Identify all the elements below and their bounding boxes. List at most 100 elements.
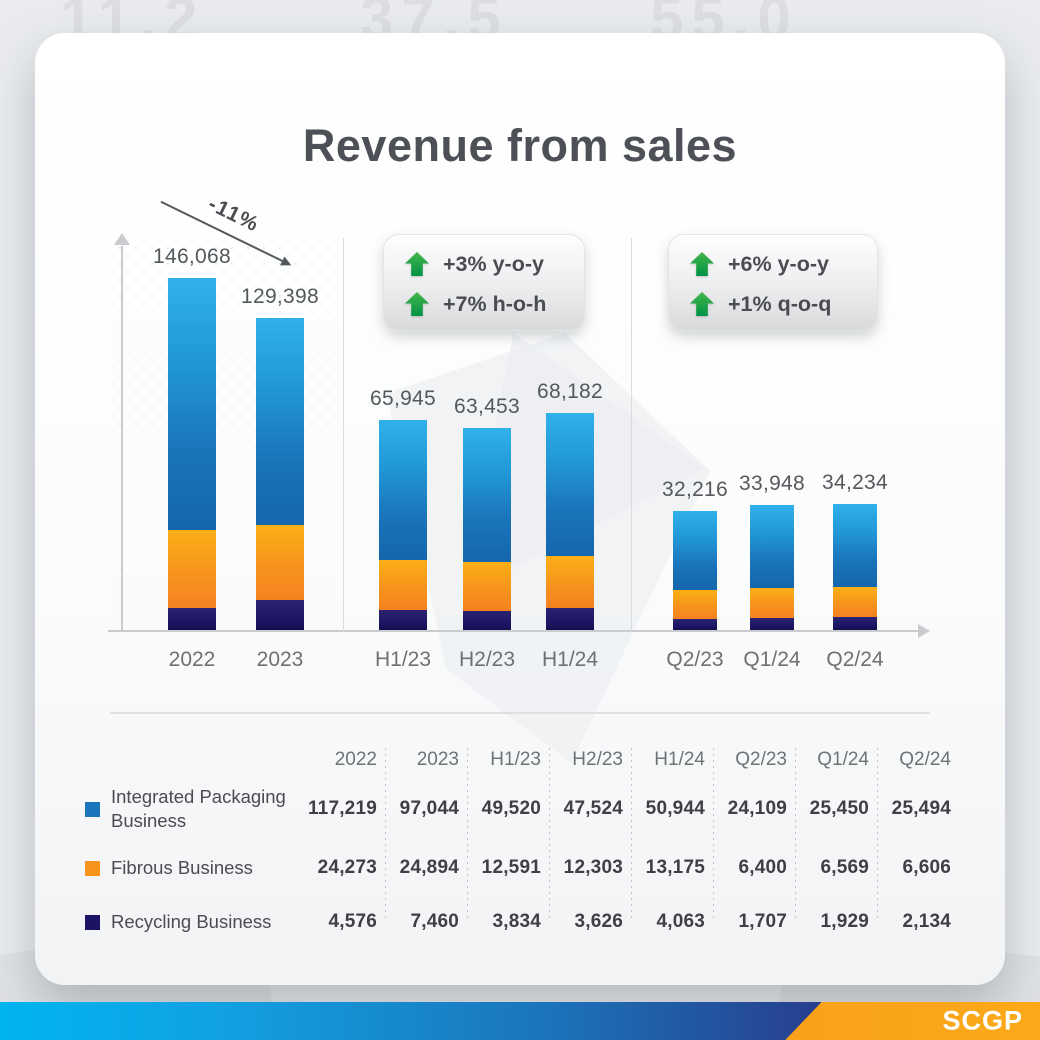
value-cell: 25,450 xyxy=(809,798,869,819)
column-header: Q2/23 xyxy=(735,749,787,770)
x-axis-label: Q1/24 xyxy=(743,648,801,671)
bar-segment-fibrous xyxy=(750,587,794,618)
bar-segment-integrated xyxy=(833,504,877,587)
bar-segment-fibrous xyxy=(256,525,304,600)
dotted-grid xyxy=(112,240,344,630)
group-divider xyxy=(631,238,632,632)
value-cell: 2,134 xyxy=(902,911,951,932)
bar-segment-integrated xyxy=(673,511,717,590)
value-cell: 24,894 xyxy=(399,857,459,878)
stacked-bar-h1-23 xyxy=(379,420,427,630)
page-title: Revenue from sales xyxy=(302,120,738,171)
table-column-divider xyxy=(467,748,468,920)
x-axis-label: 2022 xyxy=(168,648,216,671)
value-cell: 6,400 xyxy=(738,857,787,878)
bar-segment-recycling xyxy=(833,617,877,630)
legend-swatch xyxy=(85,860,100,876)
table-row: Integrated Packaging Business 117,219 97,0… xyxy=(85,778,959,840)
x-axis-label: Q2/24 xyxy=(826,648,884,671)
bar-segment-integrated xyxy=(256,318,304,526)
table-header-row: 2022 2023 H1/23 H2/23 H1/24 Q2/23 Q1/24 Q2/24 xyxy=(85,742,959,778)
table-column-divider xyxy=(877,748,878,920)
bar-segment-integrated xyxy=(546,413,594,557)
value-cell: 12,303 xyxy=(563,857,623,878)
green-up-arrow-icon xyxy=(405,252,429,276)
x-axis-arrow-icon xyxy=(918,624,930,638)
x-axis-label: H1/23 xyxy=(374,648,432,671)
half-year-growth-badge: +3% y-o-y +7% h-o-h xyxy=(383,234,585,331)
bar-total-label: 65,945 xyxy=(369,387,437,410)
value-cell: 6,569 xyxy=(820,857,869,878)
value-cell: 49,520 xyxy=(481,798,541,819)
table-column-divider xyxy=(795,748,796,920)
scgp-logo: SCGP xyxy=(942,1005,1023,1036)
value-cell: 3,626 xyxy=(574,911,623,932)
bar-total-label: 32,216 xyxy=(661,478,729,501)
x-axis xyxy=(108,630,920,632)
value-cell: 50,944 xyxy=(645,798,705,819)
value-cell: 13,175 xyxy=(645,857,705,878)
value-cell: 1,929 xyxy=(820,911,869,932)
bar-segment-fibrous xyxy=(673,589,717,620)
value-cell: 3,834 xyxy=(492,911,541,932)
column-header: H1/23 xyxy=(490,749,541,770)
quarter-growth-badge: +6% y-o-y +1% q-o-q xyxy=(668,234,878,331)
green-up-arrow-icon xyxy=(690,292,714,316)
bar-segment-recycling xyxy=(256,599,304,630)
column-header: H1/24 xyxy=(654,749,705,770)
bar-total-label: 63,453 xyxy=(453,395,521,418)
table-column-divider xyxy=(385,748,386,920)
growth-label: +6% y-o-y xyxy=(728,251,829,276)
value-cell: 6,606 xyxy=(902,857,951,878)
bar-segment-recycling xyxy=(463,610,511,630)
column-header: 2023 xyxy=(416,749,459,770)
bar-segment-recycling xyxy=(673,619,717,630)
series-name: Integrated Packaging Business xyxy=(111,785,286,831)
bar-total-label: 146,068 xyxy=(152,245,231,268)
series-name: Recycling Business xyxy=(111,910,272,932)
brand-footer: SCGP xyxy=(0,1002,1040,1040)
value-cell: 24,273 xyxy=(317,857,377,878)
value-cell: 12,591 xyxy=(481,857,541,878)
bar-total-label: 34,234 xyxy=(821,471,889,494)
stacked-bar-h1-24 xyxy=(546,413,594,630)
table-column-divider xyxy=(631,748,632,920)
series-name: Fibrous Business xyxy=(111,856,253,878)
stacked-bar-2022 xyxy=(168,278,216,630)
bar-segment-fibrous xyxy=(463,561,511,611)
row-label-cell: Recycling Business xyxy=(85,896,303,948)
bar-total-label: 33,948 xyxy=(738,472,806,495)
x-axis-label: Q2/23 xyxy=(666,648,724,671)
value-cell: 24,109 xyxy=(727,798,787,819)
column-header: H2/23 xyxy=(572,749,623,770)
bar-segment-fibrous xyxy=(546,556,594,609)
x-axis-label: 2023 xyxy=(256,648,304,671)
bar-segment-fibrous xyxy=(168,530,216,608)
table-column-divider xyxy=(549,748,550,920)
growth-label: +1% q-o-q xyxy=(728,291,832,316)
value-cell: 117,219 xyxy=(307,798,377,819)
column-header: Q2/24 xyxy=(899,749,951,770)
bar-segment-integrated xyxy=(463,428,511,562)
bar-total-label: 129,398 xyxy=(240,285,319,308)
green-up-arrow-icon xyxy=(690,252,714,276)
x-axis-label: H2/23 xyxy=(458,648,516,671)
table-column-divider xyxy=(713,748,714,920)
y-axis-arrow-icon xyxy=(114,233,130,245)
stacked-bar-q1-24 xyxy=(750,505,794,630)
bar-segment-integrated xyxy=(379,420,427,560)
bar-segment-fibrous xyxy=(833,586,877,618)
bar-segment-integrated xyxy=(168,278,216,531)
bar-segment-recycling xyxy=(546,608,594,630)
table-divider-line xyxy=(110,712,930,714)
footer-blue-band xyxy=(0,1002,822,1040)
x-axis-label: H1/24 xyxy=(541,648,599,671)
column-header: 2022 xyxy=(334,749,377,770)
value-cell: 7,460 xyxy=(410,911,459,932)
value-cell: 1,707 xyxy=(738,911,787,932)
bar-segment-recycling xyxy=(750,618,794,630)
bar-segment-recycling xyxy=(168,607,216,630)
table-row: Recycling Business 4,576 7,460 3,834 3,626 4,… xyxy=(85,896,959,948)
row-label-cell: Integrated Packaging Business xyxy=(85,778,303,840)
